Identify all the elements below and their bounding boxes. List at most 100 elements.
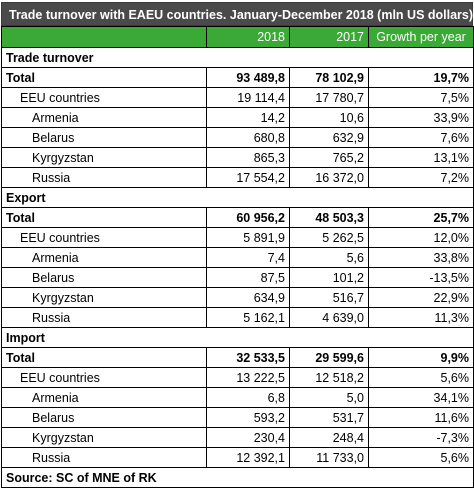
column-header-2017: 2017 [289, 26, 369, 48]
value-growth: 12,0% [368, 227, 474, 248]
row-label: Total [1, 347, 207, 368]
row-label: Russia [1, 167, 207, 188]
value-2017: 765,2 [289, 147, 369, 168]
row-label: Kyrgyzstan [1, 287, 207, 308]
value-growth: 9,9% [368, 347, 474, 368]
row-label: EEU countries [1, 227, 207, 248]
value-2017: 516,7 [289, 287, 369, 308]
table-row: Belarus 680,8 632,9 7,6% [1, 127, 474, 148]
table-row: Kyrgyzstan 865,3 765,2 13,1% [1, 147, 474, 168]
value-2018: 93 489,8 [206, 67, 290, 88]
value-2017: 17 780,7 [289, 87, 369, 108]
column-header-label [1, 26, 207, 48]
value-2017: 78 102,9 [289, 67, 369, 88]
value-growth: 22,9% [368, 287, 474, 308]
section-title: Export [1, 187, 474, 208]
value-2018: 593,2 [206, 407, 290, 428]
table-row: EEU countries 13 222,5 12 518,2 5,6% [1, 367, 474, 388]
row-label: Armenia [1, 247, 207, 268]
table-row: Total 60 956,2 48 503,3 25,7% [1, 207, 474, 228]
table-row: Belarus 593,2 531,7 11,6% [1, 407, 474, 428]
value-2018: 60 956,2 [206, 207, 290, 228]
value-growth: 11,3% [368, 307, 474, 328]
value-2017: 5 262,5 [289, 227, 369, 248]
table-title: Trade turnover with EAEU countries. Janu… [1, 2, 473, 26]
table-row: Total 32 533,5 29 599,6 9,9% [1, 347, 474, 368]
value-2017: 248,4 [289, 427, 369, 448]
value-2018: 680,8 [206, 127, 290, 148]
value-2017: 5,0 [289, 387, 369, 408]
value-growth: 7,6% [368, 127, 474, 148]
column-header-row: 2018 2017 Growth per year [1, 26, 474, 48]
section-header-row: Trade turnover [1, 47, 474, 68]
table-row: Armenia 6,8 5,0 34,1% [1, 387, 474, 408]
value-growth: 19,7% [368, 67, 474, 88]
value-2018: 19 114,4 [206, 87, 290, 108]
row-label: Belarus [1, 267, 207, 288]
value-2018: 17 554,2 [206, 167, 290, 188]
value-2017: 29 599,6 [289, 347, 369, 368]
table-row: Russia 12 392,1 11 733,0 5,6% [1, 447, 474, 468]
table-row: Russia 5 162,1 4 639,0 11,3% [1, 307, 474, 328]
section-title: Import [1, 327, 474, 348]
value-2018: 14,2 [206, 107, 290, 128]
row-label: Total [1, 207, 207, 228]
table-row: EEU countries 19 114,4 17 780,7 7,5% [1, 87, 474, 108]
value-2018: 87,5 [206, 267, 290, 288]
value-2018: 865,3 [206, 147, 290, 168]
row-label: Kyrgyzstan [1, 147, 207, 168]
source-row: Source: SC of MNE of RK [1, 467, 474, 488]
value-growth: 5,6% [368, 447, 474, 468]
value-2018: 12 392,1 [206, 447, 290, 468]
column-header-2018: 2018 [206, 26, 290, 48]
value-growth: 5,6% [368, 367, 474, 388]
value-2018: 5 162,1 [206, 307, 290, 328]
section-header-row: Import [1, 327, 474, 348]
column-header-growth: Growth per year [368, 26, 474, 48]
value-2017: 11 733,0 [289, 447, 369, 468]
value-growth: 7,5% [368, 87, 474, 108]
table-row: Kyrgyzstan 230,4 248,4 -7,3% [1, 427, 474, 448]
row-label: Belarus [1, 127, 207, 148]
value-2018: 6,8 [206, 387, 290, 408]
value-growth: 34,1% [368, 387, 474, 408]
table-row: Total 93 489,8 78 102,9 19,7% [1, 67, 474, 88]
value-2018: 32 533,5 [206, 347, 290, 368]
row-label: EEU countries [1, 87, 207, 108]
value-growth: 7,2% [368, 167, 474, 188]
value-2017: 16 372,0 [289, 167, 369, 188]
value-2017: 48 503,3 [289, 207, 369, 228]
value-growth: 11,6% [368, 407, 474, 428]
row-label: Kyrgyzstan [1, 427, 207, 448]
value-growth: 33,9% [368, 107, 474, 128]
value-2017: 531,7 [289, 407, 369, 428]
table-row: Armenia 7,4 5,6 33,8% [1, 247, 474, 268]
value-growth: -7,3% [368, 427, 474, 448]
value-growth: 25,7% [368, 207, 474, 228]
value-growth: 33,8% [368, 247, 474, 268]
value-2018: 634,9 [206, 287, 290, 308]
value-2017: 5,6 [289, 247, 369, 268]
section-title: Trade turnover [1, 47, 474, 68]
value-2017: 12 518,2 [289, 367, 369, 388]
value-growth: 13,1% [368, 147, 474, 168]
value-2018: 7,4 [206, 247, 290, 268]
row-label: Russia [1, 307, 207, 328]
section-header-row: Export [1, 187, 474, 208]
table-row: Armenia 14,2 10,6 33,9% [1, 107, 474, 128]
value-2017: 4 639,0 [289, 307, 369, 328]
table-row: Russia 17 554,2 16 372,0 7,2% [1, 167, 474, 188]
value-2017: 632,9 [289, 127, 369, 148]
table-row: Belarus 87,5 101,2 -13,5% [1, 267, 474, 288]
row-label: Total [1, 67, 207, 88]
value-2018: 5 891,9 [206, 227, 290, 248]
value-2017: 10,6 [289, 107, 369, 128]
row-label: Armenia [1, 107, 207, 128]
trade-table: 2018 2017 Growth per year Trade turnover… [1, 26, 474, 488]
table-row: EEU countries 5 891,9 5 262,5 12,0% [1, 227, 474, 248]
table-row: Kyrgyzstan 634,9 516,7 22,9% [1, 287, 474, 308]
value-2018: 230,4 [206, 427, 290, 448]
value-2017: 101,2 [289, 267, 369, 288]
row-label: Russia [1, 447, 207, 468]
